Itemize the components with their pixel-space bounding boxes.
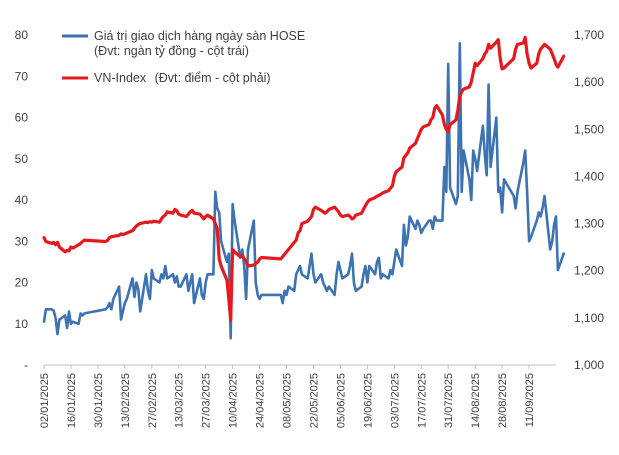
x-tick-label: 14/08/2025 bbox=[470, 373, 482, 428]
legend-label-vnindex-name: VN-Index bbox=[94, 71, 147, 85]
x-tick-label: 03/07/2025 bbox=[389, 373, 401, 428]
series-line-vnindex bbox=[42, 35, 566, 322]
x-tick-label: 22/05/2025 bbox=[308, 373, 320, 428]
right-tick-label: 1,400 bbox=[574, 169, 604, 183]
right-tick-label: 1,300 bbox=[574, 217, 604, 231]
x-tick-label: 11/09/2025 bbox=[524, 373, 536, 427]
x-tick-label: 17/07/2025 bbox=[416, 373, 428, 428]
x-tick-label: 28/08/2025 bbox=[497, 373, 509, 428]
x-tick-label: 19/06/2025 bbox=[362, 373, 374, 428]
left-tick-label: 50 bbox=[15, 152, 29, 166]
x-tick-label: 13/02/2025 bbox=[120, 373, 132, 428]
x-tick-label: 31/07/2025 bbox=[443, 373, 455, 428]
left-tick-label: 70 bbox=[15, 69, 29, 83]
right-tick-label: 1,000 bbox=[574, 358, 604, 372]
left-tick-label: - bbox=[24, 358, 28, 372]
left-tick-label: 80 bbox=[15, 28, 29, 42]
x-tick-label: 02/01/2025 bbox=[39, 373, 51, 428]
x-tick-label: 27/02/2025 bbox=[147, 373, 159, 428]
plot-area bbox=[42, 35, 566, 366]
series-line-turnover bbox=[42, 41, 566, 340]
left-tick-label: 30 bbox=[15, 234, 29, 248]
x-tick-label: 16/01/2025 bbox=[66, 373, 78, 428]
left-tick-label: 60 bbox=[15, 111, 29, 125]
x-tick-label: 13/03/2025 bbox=[174, 373, 186, 428]
right-tick-label: 1,100 bbox=[574, 311, 604, 325]
legend-label-vnindex: VN-Index (Đvt: điểm - cột phải) bbox=[94, 71, 271, 85]
x-axis-ticks: 02/01/2025 16/01/2025 30/01/2025 13/02/2025… bbox=[39, 365, 536, 428]
right-tick-label: 1,200 bbox=[574, 264, 604, 278]
right-tick-label: 1,600 bbox=[574, 75, 604, 89]
x-tick-label: 05/06/2025 bbox=[335, 373, 347, 428]
right-tick-label: 1,500 bbox=[574, 122, 604, 136]
legend-label-turnover: Giá trị giao dịch hàng ngày sàn HOSE bbox=[94, 29, 305, 43]
x-tick-label: 10/04/2025 bbox=[228, 373, 240, 428]
left-tick-label: 40 bbox=[15, 193, 29, 207]
right-tick-label: 1,700 bbox=[574, 28, 604, 42]
x-tick-label: 24/04/2025 bbox=[255, 373, 267, 428]
x-tick-label: 08/05/2025 bbox=[282, 373, 294, 428]
right-axis-ticks: 1,000 1,100 1,200 1,300 1,400 1,500 1,600 1,700 bbox=[574, 28, 604, 372]
x-tick-label: 30/01/2025 bbox=[93, 373, 105, 428]
legend: Giá trị giao dịch hàng ngày sàn HOSE (Đv… bbox=[62, 29, 305, 85]
legend-label-vnindex-unit: (Đvt: điểm - cột phải) bbox=[155, 71, 271, 85]
legend-label-turnover-unit: (Đvt: ngàn tỷ đồng - cột trái) bbox=[94, 44, 249, 58]
left-tick-label: 10 bbox=[15, 317, 29, 331]
x-tick-label: 27/03/2025 bbox=[201, 373, 213, 428]
left-tick-label: 20 bbox=[15, 276, 29, 290]
left-axis-ticks: - 10 20 30 40 50 60 70 80 bbox=[15, 28, 29, 372]
